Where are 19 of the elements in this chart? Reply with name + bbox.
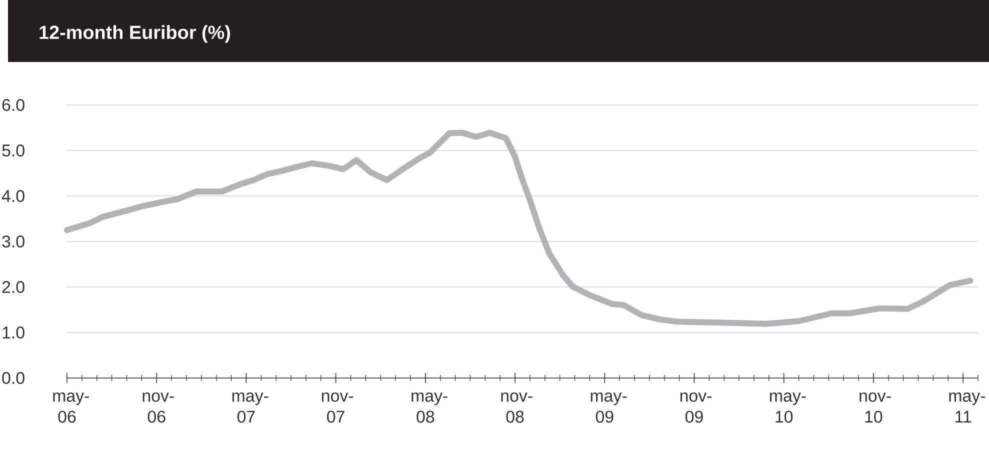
x-tick-label: may-07 — [232, 392, 268, 423]
x-tick-label: nov-07 — [322, 392, 354, 423]
y-tick-label: 6.0 — [2, 99, 24, 112]
x-tick-label: may-10 — [770, 392, 806, 423]
chart-title: 12-month Euribor (%) — [40, 25, 230, 43]
x-tick-label: nov-10 — [860, 392, 891, 423]
y-tick-label: 4.0 — [2, 190, 24, 202]
x-tick-label: nov-09 — [680, 392, 712, 423]
y-tick-label: 0.0 — [2, 372, 24, 384]
x-tick-label: may-08 — [412, 392, 448, 423]
y-tick-label: 5.0 — [2, 144, 24, 157]
y-tick-label: 2.0 — [2, 281, 24, 294]
x-tick-label: may-11 — [949, 392, 986, 423]
y-tick-label: 1.0 — [2, 326, 24, 339]
x-tick-label: nov-06 — [142, 392, 174, 423]
x-tick-label: may-09 — [590, 392, 627, 423]
x-tick-label: nov-08 — [501, 392, 532, 423]
x-tick-label: may-06 — [53, 392, 89, 423]
y-tick-label: 3.0 — [2, 236, 24, 248]
